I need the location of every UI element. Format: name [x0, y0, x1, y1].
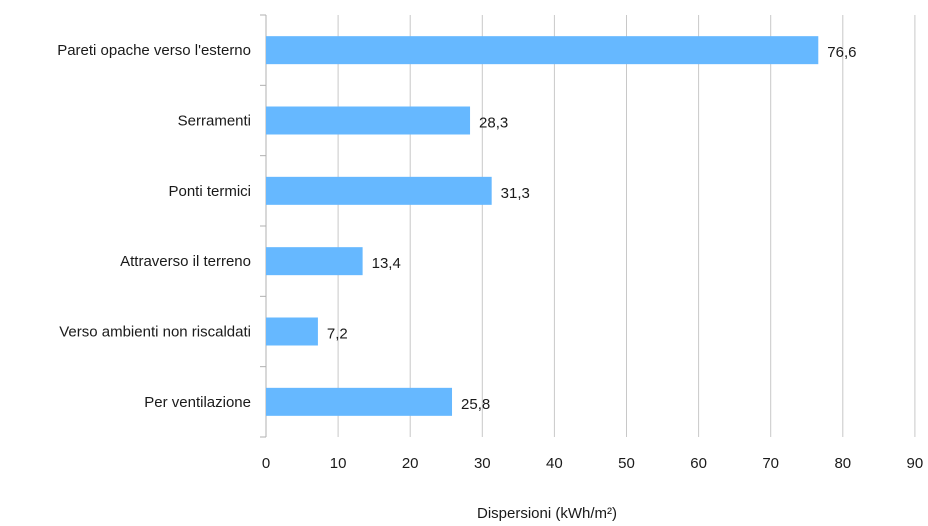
- category-label: Verso ambienti non riscaldati: [59, 324, 251, 341]
- bar: [266, 36, 819, 65]
- bar: [266, 106, 471, 135]
- category-label: Attraverso il terreno: [120, 253, 251, 270]
- category-label: Serramenti: [178, 113, 251, 130]
- x-tick-label: 80: [834, 455, 851, 472]
- bar: [266, 317, 318, 346]
- x-tick-label: 20: [402, 455, 419, 472]
- data-labels: 76,6 28,3 31,3 13,4 7,2 25,8: [327, 44, 857, 413]
- category-labels: Pareti opache verso l'esterno Serramenti P…: [57, 42, 251, 411]
- category-label: Pareti opache verso l'esterno: [57, 42, 251, 59]
- data-label: 28,3: [479, 115, 508, 132]
- x-tick-label: 30: [474, 455, 491, 472]
- x-tick-label: 90: [907, 455, 924, 472]
- bar: [266, 176, 492, 205]
- x-tick-labels: 0 10 20 30 40 50 60 70 80 90: [262, 455, 923, 472]
- category-axis: [260, 14, 267, 438]
- data-label: 25,8: [461, 396, 490, 413]
- data-label: 7,2: [327, 326, 348, 343]
- x-axis-title: Dispersioni (kWh/m²): [477, 505, 617, 522]
- category-label: Per ventilazione: [144, 394, 251, 411]
- x-tick-label: 10: [330, 455, 347, 472]
- gridlines: [337, 15, 916, 437]
- x-tick-label: 70: [762, 455, 779, 472]
- bars: [266, 36, 819, 416]
- x-tick-label: 0: [262, 455, 270, 472]
- data-label: 13,4: [372, 255, 401, 272]
- data-label: 31,3: [501, 185, 530, 202]
- data-label: 76,6: [827, 44, 856, 61]
- category-label: Ponti termici: [168, 183, 251, 200]
- x-tick-label: 40: [546, 455, 563, 472]
- x-tick-label: 50: [618, 455, 635, 472]
- bar: [266, 387, 453, 416]
- x-tick-label: 60: [690, 455, 707, 472]
- bar: [266, 247, 363, 276]
